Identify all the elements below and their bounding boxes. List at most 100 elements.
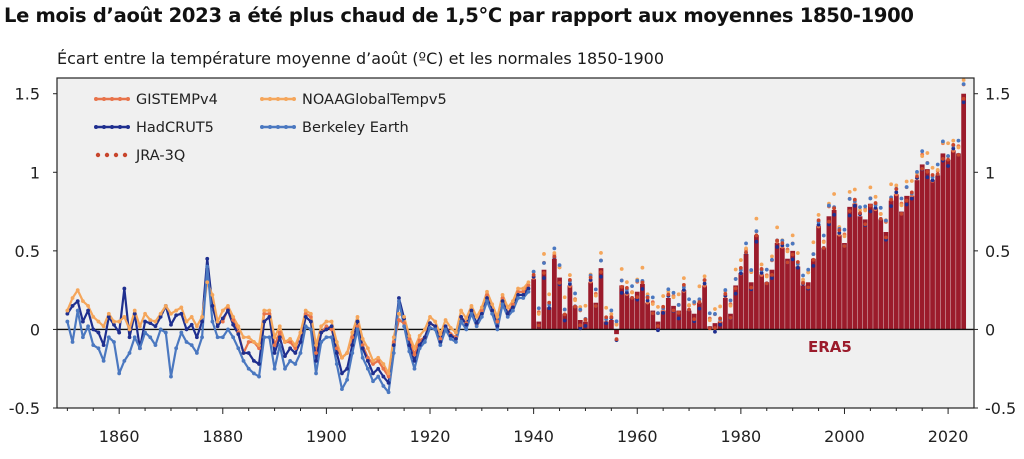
dataset-dot-berkeley-earth-2011 — [899, 196, 904, 201]
series-point-berkeley-earth-1862 — [127, 351, 132, 355]
series-point-noaaglobaltempv5-1891 — [277, 324, 282, 329]
series-point-hadcrut5-1890 — [272, 351, 277, 355]
series-point-berkeley-earth-1897 — [308, 327, 313, 332]
legend-marker-dot-gistempv4 — [110, 97, 114, 101]
series-point-gistempv4-1887 — [257, 346, 261, 351]
era5-bar-2022 — [956, 153, 961, 330]
series-point-hadcrut5-1897 — [308, 319, 313, 324]
series-point-hadcrut5-1891 — [277, 335, 282, 340]
series-point-hadcrut5-1903 — [340, 371, 344, 376]
series-point-berkeley-earth-1901 — [329, 335, 334, 340]
era5-bar-1956 — [614, 329, 619, 335]
series-point-gistempv4-1905 — [350, 335, 355, 340]
series-point-noaaglobaltempv5-1876 — [200, 314, 204, 319]
series-point-berkeley-earth-1850 — [65, 319, 70, 324]
x-tick-label: 1900 — [306, 427, 347, 446]
dataset-dot-jra-3q-1967 — [671, 308, 676, 313]
series-point-berkeley-earth-1863 — [132, 335, 137, 340]
series-point-hadcrut5-1907 — [360, 346, 365, 351]
dataset-dot-hadcrut5-2005 — [868, 209, 873, 214]
series-point-berkeley-earth-1928 — [469, 311, 474, 316]
series-point-noaaglobaltempv5-1871 — [174, 308, 179, 313]
series-point-berkeley-earth-1923 — [443, 327, 448, 332]
series-point-hadcrut5-1851 — [70, 303, 75, 308]
dataset-dot-jra-3q-1962 — [645, 295, 650, 300]
dataset-dot-jra-3q-1991 — [795, 260, 800, 264]
era5-bar-1981 — [743, 254, 749, 330]
dataset-dot-jra-3q-1960 — [635, 295, 640, 300]
series-point-noaaglobaltempv5-1932 — [490, 302, 495, 307]
series-point-berkeley-earth-1861 — [122, 358, 127, 363]
series-point-hadcrut5-1865 — [143, 319, 147, 324]
series-point-noaaglobaltempv5-1900 — [324, 319, 329, 324]
series-point-berkeley-earth-1870 — [169, 374, 173, 379]
series-point-berkeley-earth-1899 — [319, 340, 324, 344]
dataset-dot-hadcrut5-1942 — [542, 276, 546, 280]
dataset-dot-berkeley-earth-1959 — [630, 284, 634, 288]
series-point-berkeley-earth-1930 — [479, 314, 484, 319]
dataset-dot-jra-3q-1945 — [557, 280, 562, 285]
series-point-gistempv4-1906 — [355, 324, 360, 329]
dataset-dot-jra-3q-1957 — [619, 285, 624, 289]
series-point-hadcrut5-1906 — [355, 319, 360, 324]
era5-bar-1945 — [557, 277, 562, 330]
legend-marker-dot-gistempv4 — [118, 97, 122, 101]
dataset-dot-jra-3q-1971 — [692, 317, 697, 322]
series-point-noaaglobaltempv5-1861 — [122, 314, 127, 319]
era5-bar-1967 — [671, 305, 676, 330]
dataset-dot-hadcrut5-1954 — [604, 321, 609, 326]
dataset-dot-berkeley-earth-1940 — [531, 269, 536, 274]
dataset-dot-noaaglobaltempv5-1975 — [713, 307, 717, 311]
series-point-berkeley-earth-1925 — [454, 340, 458, 344]
series-point-noaaglobaltempv5-1916 — [407, 333, 412, 338]
series-point-gistempv4-1902 — [334, 346, 339, 351]
series-point-hadcrut5-1933 — [495, 324, 500, 329]
dataset-dot-jra-3q-1940 — [531, 272, 536, 277]
legend-marker-dot-gistempv4 — [126, 97, 130, 101]
series-point-hadcrut5-1900 — [324, 327, 329, 332]
dataset-dot-jra-3q-1986 — [770, 273, 774, 277]
dataset-dot-jra-3q-2018 — [935, 172, 940, 177]
series-point-hadcrut5-1896 — [303, 314, 308, 319]
legend-label-noaaglobaltempv5: NOAAGlobalTempv5 — [302, 92, 447, 108]
dataset-dot-noaaglobaltempv5-1987 — [775, 225, 780, 230]
series-point-hadcrut5-1892 — [283, 354, 287, 359]
dataset-dot-berkeley-earth-1955 — [609, 308, 614, 313]
dataset-dot-jra-3q-1944 — [552, 254, 557, 259]
series-point-hadcrut5-1877 — [205, 256, 210, 261]
dataset-dot-jra-3q-1984 — [759, 267, 764, 271]
series-point-noaaglobaltempv5-1851 — [70, 296, 75, 300]
series-point-noaaglobaltempv5-1926 — [459, 308, 464, 313]
series-point-noaaglobaltempv5-1929 — [474, 314, 479, 319]
dataset-dot-jra-3q-2009 — [889, 197, 894, 202]
dataset-dot-noaaglobaltempv5-1964 — [656, 304, 660, 309]
dataset-dot-berkeley-earth-1949 — [578, 307, 583, 312]
series-point-noaaglobaltempv5-1925 — [454, 330, 458, 335]
x-tick-label: 1960 — [617, 427, 658, 446]
dataset-dot-hadcrut5-2020 — [946, 164, 950, 168]
y-tick-label-left: -0.5 — [9, 399, 40, 418]
series-point-berkeley-earth-1918 — [417, 346, 422, 351]
dataset-dot-noaaglobaltempv5-2015 — [920, 154, 925, 159]
series-point-gistempv4-1931 — [485, 292, 489, 297]
dataset-dot-berkeley-earth-1970 — [687, 297, 691, 302]
dataset-dot-jra-3q-2020 — [946, 157, 950, 162]
series-point-hadcrut5-1927 — [464, 322, 469, 327]
series-point-noaaglobaltempv5-1889 — [267, 308, 272, 313]
series-point-gistempv4-1885 — [246, 340, 251, 344]
dataset-dot-noaaglobaltempv5-2013 — [909, 179, 914, 183]
dataset-dot-jra-3q-2022 — [956, 153, 961, 157]
plot-frame — [56, 77, 975, 409]
dataset-dot-noaaglobaltempv5-1974 — [707, 318, 712, 323]
series-point-hadcrut5-1875 — [194, 335, 199, 340]
series-point-berkeley-earth-1937 — [516, 296, 520, 300]
dataset-dot-jra-3q-2014 — [915, 174, 919, 179]
dataset-dot-berkeley-earth-1964 — [656, 311, 660, 316]
series-point-hadcrut5-1855 — [91, 327, 96, 332]
x-tick-label: 1880 — [202, 427, 243, 446]
dataset-dot-hadcrut5-1969 — [681, 288, 686, 292]
series-point-berkeley-earth-1856 — [96, 346, 101, 351]
dataset-dot-hadcrut5-1979 — [733, 291, 738, 296]
series-point-gistempv4-1890 — [272, 343, 277, 348]
series-point-berkeley-earth-1915 — [402, 324, 407, 329]
